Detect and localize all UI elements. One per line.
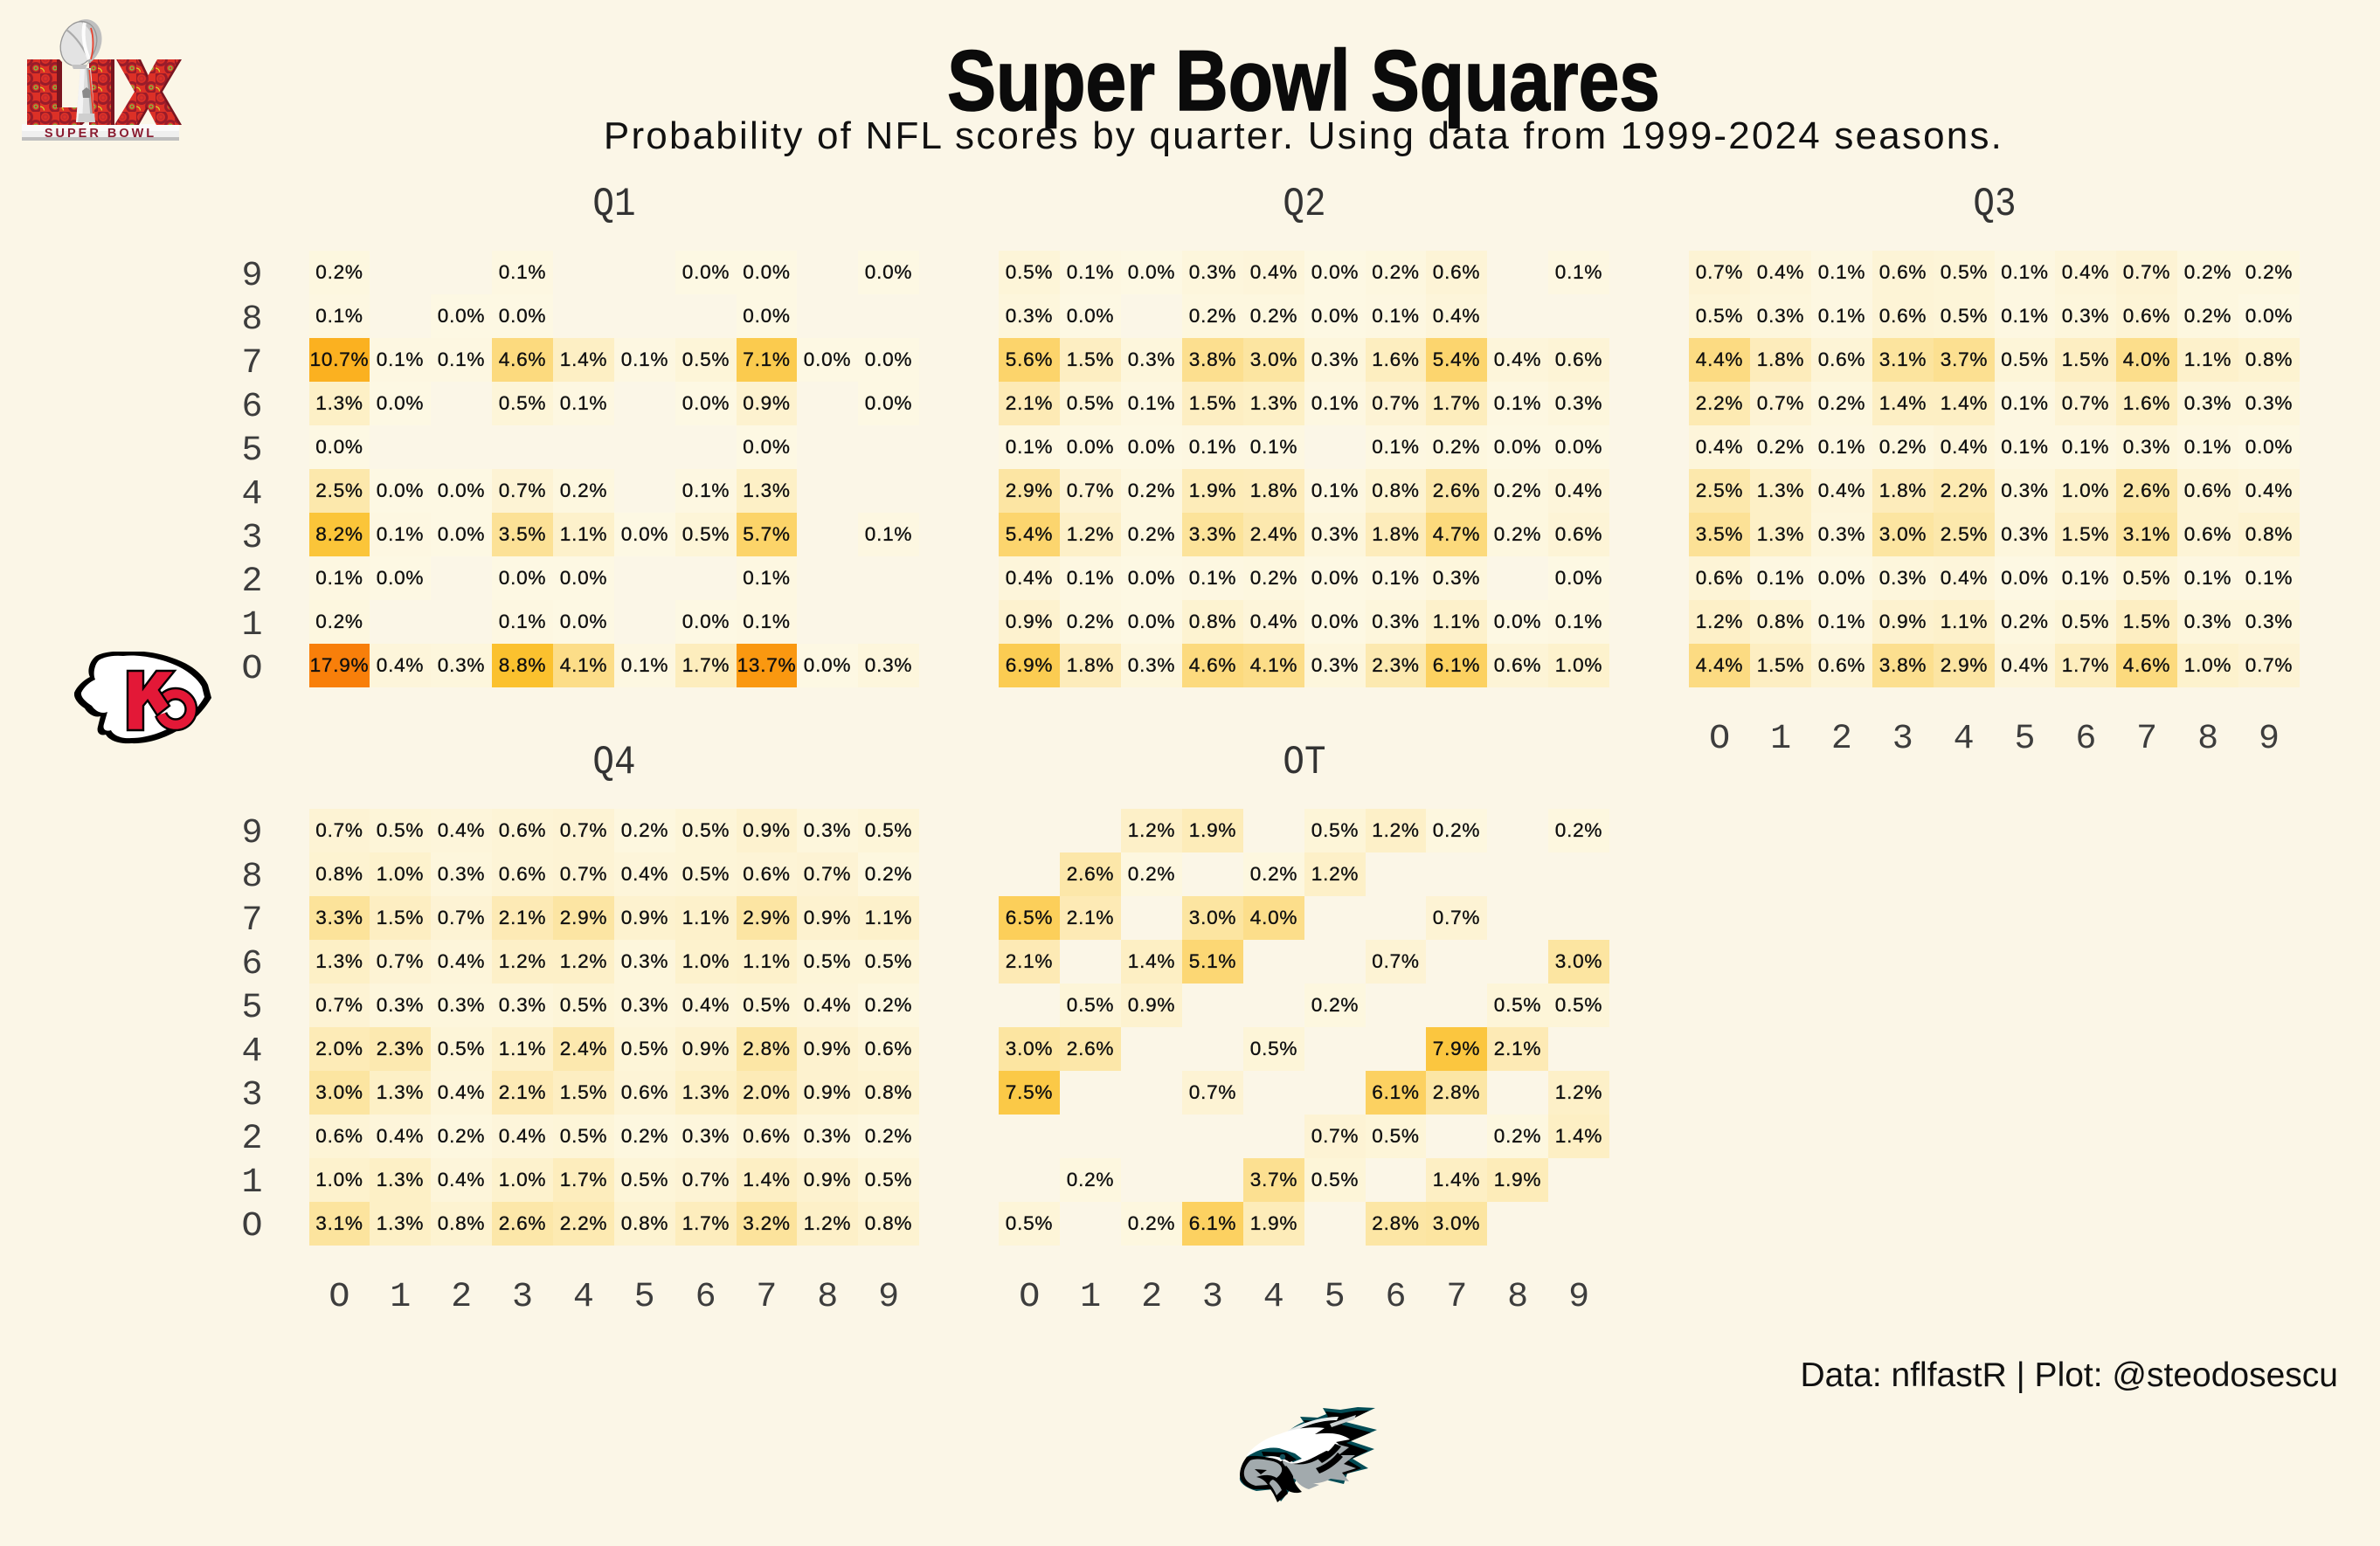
svg-text:SUPER BOWL: SUPER BOWL	[45, 127, 156, 141]
